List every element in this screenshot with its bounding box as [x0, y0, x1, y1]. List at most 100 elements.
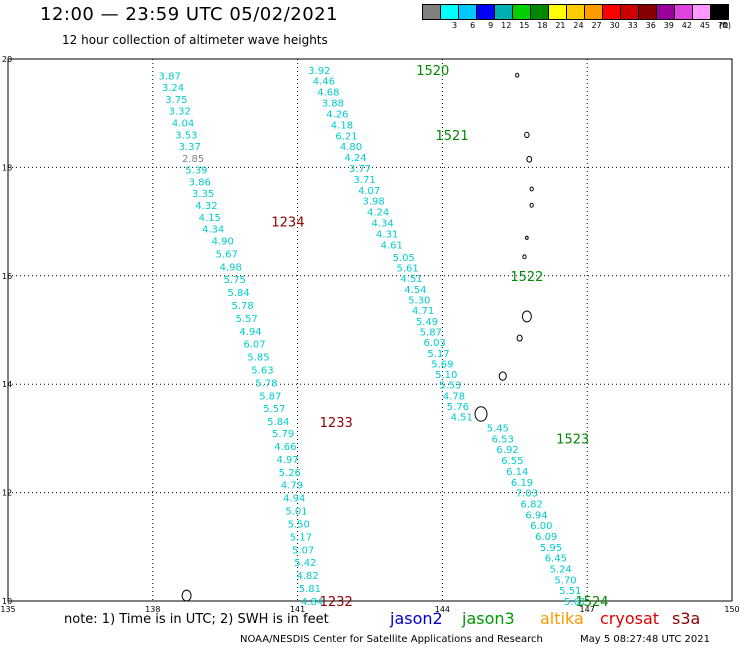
swh-value: 3.24 — [162, 83, 184, 94]
swh-value: 6.03 — [424, 338, 446, 349]
legend-swatch — [639, 5, 657, 19]
legend-label: 39 — [663, 21, 674, 30]
swh-value: 4.04 — [172, 118, 194, 129]
swh-value: 5.70 — [554, 575, 576, 586]
pass-label: 1232 — [320, 595, 353, 610]
swh-value: 6.82 — [521, 499, 543, 510]
swh-value: 4.34 — [202, 225, 224, 236]
island-outline — [516, 334, 523, 342]
swh-value: 3.86 — [189, 177, 211, 188]
island-outline — [522, 254, 527, 260]
swh-value: 5.26 — [279, 468, 301, 479]
color-legend: 3 6 9 12 15 18 21 24 27 30 33 36 39 42 45 70 (ft) — [422, 4, 731, 30]
swh-value: 5.85 — [247, 353, 269, 364]
swh-value: 5.17 — [290, 532, 312, 543]
x-tick-label: 141 — [290, 605, 305, 614]
swh-value: 4.66 — [274, 442, 296, 453]
swh-value: 3.98 — [362, 197, 384, 208]
swh-value: 4.51 — [400, 274, 422, 285]
legend-color-bar — [422, 4, 729, 20]
legend-unit: (ft) — [718, 21, 731, 30]
legend-swatch — [675, 5, 693, 19]
legend-swatch — [495, 5, 513, 19]
x-tick-label: 144 — [435, 605, 450, 614]
swh-value: 5.69 — [431, 359, 453, 370]
swh-value: 4.68 — [317, 88, 339, 99]
island-outline — [529, 186, 534, 192]
swh-value: 4.32 — [195, 201, 217, 212]
swh-value: 5.30 — [408, 295, 430, 306]
swh-value: 5.78 — [255, 378, 277, 389]
island-outline — [526, 155, 533, 163]
swh-value: 4.98 — [220, 262, 242, 273]
swh-value: 5.50 — [288, 519, 310, 530]
swh-value: 6.21 — [335, 131, 357, 142]
legend-swatch — [657, 5, 675, 19]
legend-label: 18 — [537, 21, 548, 30]
swh-value: 3.37 — [179, 142, 201, 153]
x-tick-label: 150 — [724, 605, 739, 614]
legend-swatch — [477, 5, 495, 19]
legend-swatch — [621, 5, 639, 19]
pass-label: 1233 — [320, 416, 353, 431]
swh-value: 3.32 — [169, 107, 191, 118]
pass-label: 1521 — [436, 129, 469, 144]
swh-value: 5.07 — [292, 545, 314, 556]
footer-timestamp: May 5 08:27:48 UTC 2021 — [580, 634, 710, 645]
legend-label: 6 — [470, 21, 476, 30]
legend-swatch — [567, 5, 585, 19]
swh-value: 4.90 — [212, 237, 234, 248]
legend-swatch — [441, 5, 459, 19]
island-outline — [181, 589, 192, 602]
swh-value: 2.85 — [182, 154, 204, 165]
swh-value: 4.54 — [404, 285, 426, 296]
legend-swatch — [711, 5, 728, 19]
island-outline — [521, 310, 532, 323]
swh-value: 4.46 — [313, 77, 335, 88]
island-outline — [498, 371, 507, 381]
swh-value: 3.53 — [175, 130, 197, 141]
y-tick-label: 12 — [2, 489, 12, 498]
swh-value: 4.97 — [276, 455, 298, 466]
swh-value: 6.19 — [511, 478, 533, 489]
swh-value: 4.82 — [296, 571, 318, 582]
pass-label: 1523 — [556, 432, 589, 447]
legend-label: 21 — [555, 21, 566, 30]
swh-value: 4.07 — [358, 186, 380, 197]
swh-value: 4.31 — [376, 229, 398, 240]
satellite-jason3: jason3 — [462, 609, 515, 628]
legend-swatch — [549, 5, 567, 19]
swh-value: 5.10 — [435, 370, 457, 381]
swh-value: 6.09 — [535, 532, 557, 543]
legend-label: 3 — [452, 21, 458, 30]
satellite-jason2: jason2 — [390, 609, 443, 628]
swh-value: 3.87 — [159, 71, 181, 82]
swh-value: 5.45 — [487, 424, 509, 435]
y-tick-label: 20 — [2, 55, 12, 64]
swh-value: 5.78 — [231, 301, 253, 312]
island-outline — [515, 72, 520, 78]
swh-value: 6.53 — [492, 434, 514, 445]
legend-label: 42 — [681, 21, 692, 30]
swh-value: 5.95 — [540, 543, 562, 554]
swh-value: 6.94 — [525, 510, 547, 521]
footer-credit: NOAA/NESDIS Center for Satellite Applica… — [240, 634, 543, 645]
swh-value: 5.79 — [272, 429, 294, 440]
satellite-s3a: s3a — [672, 609, 701, 628]
legend-swatch — [585, 5, 603, 19]
swh-value: 6.00 — [530, 521, 552, 532]
swh-value: 3.35 — [192, 189, 214, 200]
swh-value: 5.61 — [397, 263, 419, 274]
swh-value: 4.94 — [283, 494, 305, 505]
island-outline — [529, 202, 534, 208]
map-frame — [7, 58, 733, 602]
swh-value: 6.45 — [545, 554, 567, 565]
legend-swatch — [531, 5, 549, 19]
swh-value: 4.61 — [381, 240, 403, 251]
swh-value: 3.77 — [349, 164, 371, 175]
swh-value: 5.75 — [224, 275, 246, 286]
legend-label: 30 — [609, 21, 620, 30]
swh-value: 5.01 — [285, 507, 307, 518]
x-tick-label: 138 — [145, 605, 160, 614]
legend-swatch — [423, 5, 441, 19]
